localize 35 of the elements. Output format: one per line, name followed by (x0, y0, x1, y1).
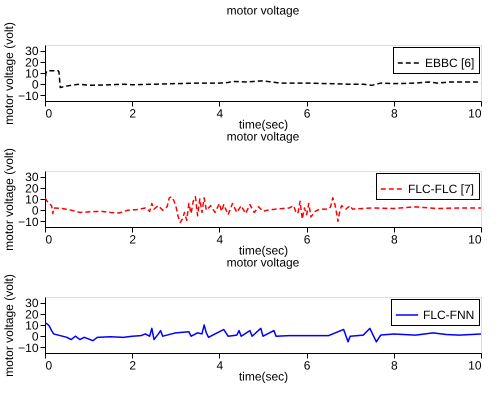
x-tick-label: 2 (129, 232, 136, 246)
x-tick-label: 8 (390, 106, 398, 120)
x-tick-label: 2 (129, 106, 136, 120)
y-axis-title: motor voltage (volt) (2, 22, 16, 125)
x-tick-label: 4 (216, 358, 224, 372)
y-tick-label: 10 (25, 318, 39, 332)
x-tick-label: 8 (390, 358, 398, 372)
x-tick-label: 0 (46, 358, 52, 372)
x-tick-label: 2 (129, 358, 136, 372)
legend-label: FLC-FLC [7] (408, 182, 474, 196)
x-tick-label: 4 (216, 106, 224, 120)
legend-label: FLC-FNN (423, 308, 474, 322)
x-tick-label: 4 (216, 232, 224, 246)
x-tick-label: 8 (390, 232, 398, 246)
y-axis-title: motor voltage (volt) (2, 148, 16, 251)
x-tick-label: 0 (46, 232, 52, 246)
x-tick-label: 10 (468, 106, 482, 120)
y-axis-title: motor voltage (volt) (2, 274, 16, 377)
x-axis-title: time(sec) (238, 370, 288, 384)
x-tick-label: 6 (304, 358, 311, 372)
chart-title: motor voltage (226, 4, 300, 18)
x-tick-label: 6 (304, 106, 311, 120)
x-tick-label: 6 (304, 232, 311, 246)
y-tick-label: 10 (25, 192, 39, 206)
chart-title: motor voltage (226, 256, 300, 270)
line-series (45, 322, 481, 343)
chart-title: motor voltage (226, 130, 300, 144)
line-series (45, 196, 481, 224)
legend-label: EBBC [6] (425, 56, 474, 70)
x-tick-label: 10 (468, 358, 482, 372)
x-axis-title: time(sec) (238, 118, 288, 132)
y-tick-label: 10 (25, 66, 39, 80)
x-tick-label: 0 (46, 106, 52, 120)
x-tick-label: 10 (468, 232, 482, 246)
x-axis-title: time(sec) (238, 244, 288, 258)
